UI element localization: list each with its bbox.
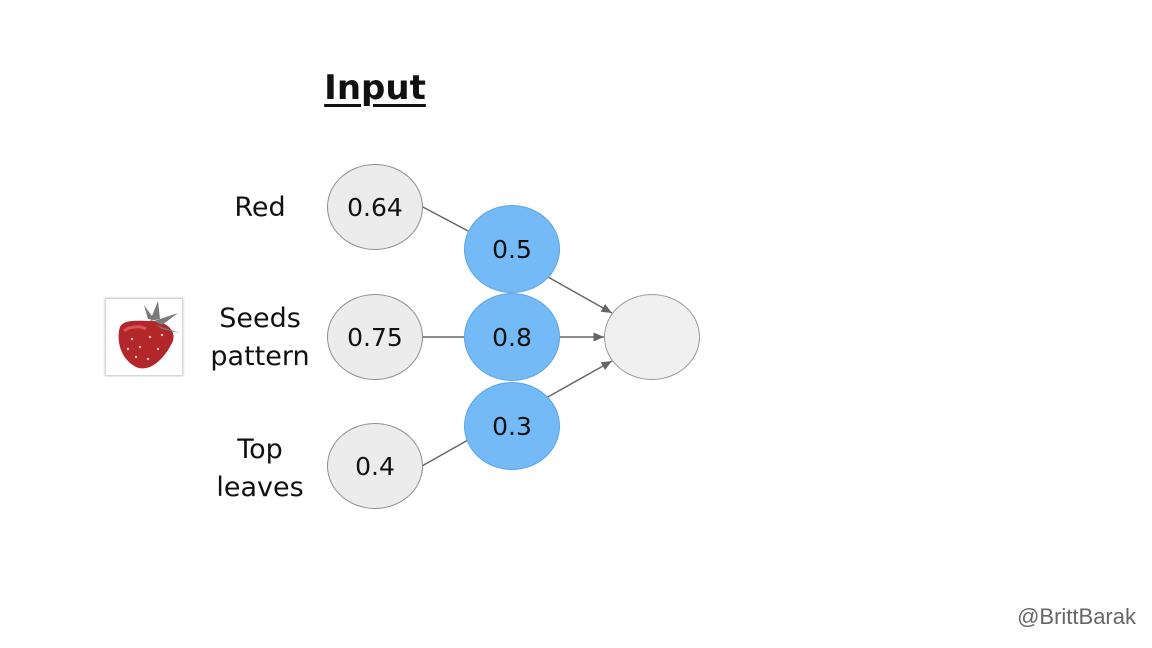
weight-node-seeds: 0.8	[464, 293, 560, 381]
label-seeds-line1: Seeds	[219, 303, 301, 334]
input-node-top: 0.4	[327, 423, 423, 509]
edge-weight-red-to-output	[547, 276, 613, 314]
edge-red-to-weight	[420, 205, 471, 233]
weight-node-red: 0.5	[464, 205, 560, 293]
strawberry-icon	[118, 301, 180, 369]
input-node-seeds: 0.75	[327, 294, 423, 380]
weight-node-top: 0.3	[464, 382, 560, 470]
label-seeds-line2: pattern	[210, 341, 310, 372]
label-red: Red	[234, 192, 286, 223]
output-node	[604, 294, 700, 380]
slide-title: Input	[324, 68, 426, 108]
label-top-leaves: Top leaves	[200, 431, 320, 507]
author-credit: @BrittBarak	[1017, 604, 1136, 629]
edge-weight-top-to-output	[545, 360, 613, 399]
input-node-red: 0.64	[327, 164, 423, 250]
strawberry-image	[105, 298, 183, 376]
label-seeds-pattern: Seeds pattern	[200, 300, 320, 376]
label-top-line2: leaves	[216, 472, 304, 503]
edge-top-to-weight	[421, 439, 469, 467]
label-top-line1: Top	[237, 434, 283, 465]
